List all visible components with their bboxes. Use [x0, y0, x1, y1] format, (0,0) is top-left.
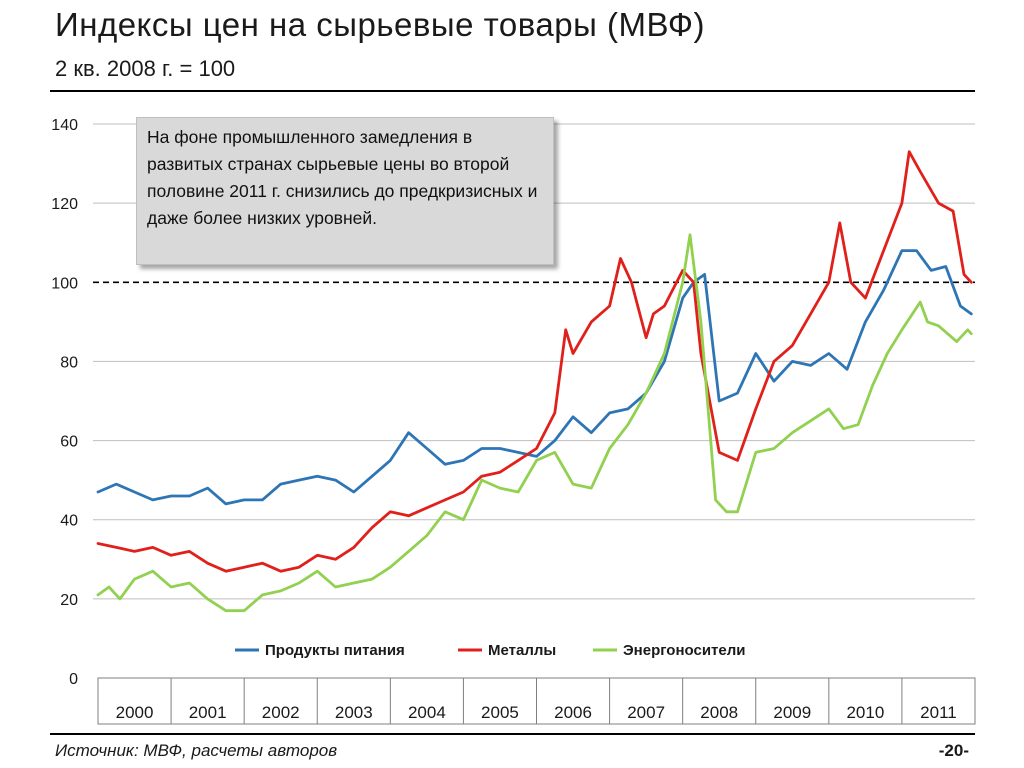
page-subtitle: 2 кв. 2008 г. = 100 — [55, 56, 236, 81]
series-line-energy — [96, 233, 973, 613]
annotation-box: На фоне промышленного замедления в разви… — [136, 117, 554, 265]
x-tick-label: 2002 — [262, 703, 300, 722]
x-tick-label: 2009 — [773, 703, 811, 722]
x-tick-label: 2000 — [116, 703, 154, 722]
y-tick-label: 100 — [51, 275, 78, 292]
legend-label: Энергоносители — [623, 642, 745, 659]
y-tick-label: 20 — [60, 592, 78, 609]
page-number: -20- — [938, 741, 969, 760]
x-tick-label: 2007 — [627, 703, 665, 722]
top-divider — [50, 90, 975, 92]
x-axis-table: 2000 2001 2002 2003 2004 2005 2006 2007 2008 2009… — [97, 677, 976, 725]
x-tick-label: 2006 — [554, 703, 592, 722]
y-tick-label: 80 — [60, 354, 78, 371]
x-tick-label: 2003 — [335, 703, 373, 722]
y-tick-label: 60 — [60, 434, 78, 451]
legend-label: Металлы — [488, 642, 556, 659]
chart-legend: Продукты питания Металлы Энергоносители — [235, 642, 745, 659]
y-tick-label: 140 — [51, 117, 78, 134]
page-title: Индексы цен на сырьевые товары (МВФ) — [55, 6, 705, 43]
x-tick-label: 2005 — [481, 703, 519, 722]
y-tick-label: 120 — [51, 196, 78, 213]
legend-label: Продукты питания — [265, 642, 405, 659]
x-tick-label: 2004 — [408, 703, 446, 722]
series-lines — [96, 150, 973, 613]
x-tick-label: 2010 — [846, 703, 884, 722]
source-note: Источник: МВФ, расчеты авторов — [55, 741, 338, 760]
series-line-food — [96, 249, 973, 506]
y-axis-tick-labels: 0 20 40 60 80 100 120 140 — [51, 117, 78, 688]
x-tick-label: 2001 — [189, 703, 227, 722]
y-tick-label: 40 — [60, 513, 78, 530]
series-line-metals — [96, 150, 973, 573]
bottom-divider — [50, 733, 975, 735]
y-tick-label: 0 — [69, 671, 78, 688]
x-tick-label: 2008 — [700, 703, 738, 722]
x-tick-label: 2011 — [920, 703, 957, 722]
